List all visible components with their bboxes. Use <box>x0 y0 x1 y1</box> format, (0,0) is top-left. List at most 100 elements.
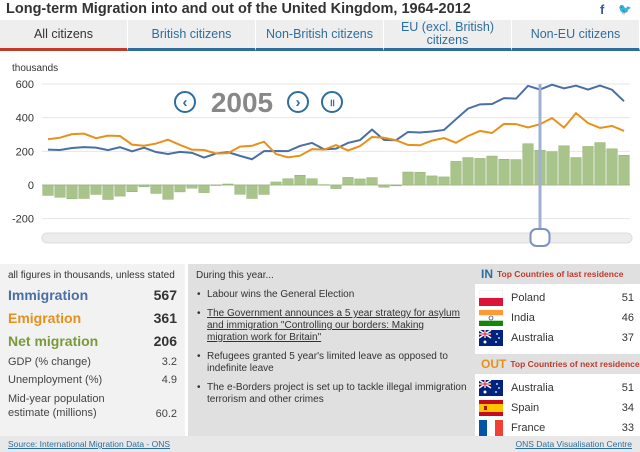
in-title: Top Countries of last residence <box>497 269 624 279</box>
net-migration-bar <box>222 183 234 186</box>
net-migration-bar <box>90 184 102 195</box>
country-row: France 33 <box>475 418 640 438</box>
details-panel: all figures in thousands, unless stated … <box>0 264 640 436</box>
events-panel: During this year... Labour wins the Gene… <box>188 264 475 436</box>
net-migration-bar <box>270 181 282 186</box>
net-migration-bar <box>522 143 534 186</box>
source-link[interactable]: Source: International Migration Data - O… <box>8 439 171 449</box>
stats-note: all figures in thousands, unless stated <box>8 270 175 281</box>
country-name: India <box>511 312 535 324</box>
net-migration-bar <box>510 159 522 186</box>
y-tick-label: -200 <box>12 214 34 226</box>
net-migration-bar <box>318 184 330 186</box>
event-item: Refugees granted 5 year's limited leave … <box>196 351 467 375</box>
net-migration-bar <box>354 178 366 186</box>
net-migration-bar <box>66 184 78 200</box>
twitter-icon[interactable]: 🐦 <box>618 4 632 16</box>
emigration-line <box>47 111 625 159</box>
y-axis-label: thousands <box>12 63 58 74</box>
spain-flag-icon <box>479 400 503 416</box>
tab-non-british-citizens[interactable]: Non-British citizens <box>256 20 384 51</box>
net-migration-bar <box>594 142 606 186</box>
net-migration-value: 206 <box>153 333 177 349</box>
net-migration-bar <box>246 184 258 199</box>
australia-flag-icon <box>479 330 503 346</box>
y-tick-label: 400 <box>16 113 34 125</box>
immigration-stat: Immigration 567 <box>8 287 177 310</box>
india-flag-icon <box>479 310 503 326</box>
event-text: The e-Borders project is set up to tackl… <box>207 382 467 405</box>
country-value: 51 <box>621 382 634 394</box>
net-migration-stat: Net migration 206 <box>8 333 177 356</box>
year-slider-handle[interactable] <box>529 228 551 247</box>
prev-year-button[interactable]: ‹ <box>174 91 196 113</box>
countries-panel: IN Top Countries of last residence Polan… <box>475 264 640 436</box>
credit-link[interactable]: ONS Data Visualisation Centre <box>515 439 632 449</box>
net-migration-bar <box>606 148 618 186</box>
net-migration-bar <box>390 184 402 187</box>
tab-all-citizens[interactable]: All citizens <box>0 20 128 51</box>
next-year-button[interactable]: › <box>287 91 309 113</box>
event-item-link[interactable]: The Government announces a 5 year strate… <box>196 308 467 344</box>
population-value: 60.2 <box>155 408 177 420</box>
event-link[interactable]: The Government announces a 5 year strate… <box>207 308 460 343</box>
country-row: India 46 <box>475 308 640 328</box>
header: Long-term Migration into and out of the … <box>0 0 640 20</box>
net-migration-bar <box>42 184 54 196</box>
net-migration-bar <box>54 184 66 198</box>
net-migration-bar <box>282 178 294 186</box>
country-name: Australia <box>511 382 554 394</box>
net-migration-bar <box>486 155 498 186</box>
net-migration-bar <box>498 158 510 186</box>
page-title: Long-term Migration into and out of the … <box>6 1 471 17</box>
net-migration-bar <box>474 158 486 186</box>
net-migration-bar <box>366 177 378 186</box>
net-migration-bar <box>294 174 306 186</box>
net-migration-bar <box>438 176 450 186</box>
country-row: Poland 51 <box>475 288 640 308</box>
net-migration-bar <box>378 184 390 188</box>
country-name: Poland <box>511 292 546 304</box>
event-text: Refugees granted 5 year's limited leave … <box>207 351 448 374</box>
net-migration-bar <box>558 145 570 186</box>
country-value: 33 <box>621 422 634 434</box>
net-migration-bar <box>462 157 474 186</box>
emigration-label: Emigration <box>8 310 82 326</box>
in-tag: IN <box>481 267 493 281</box>
stats-panel: all figures in thousands, unless stated … <box>0 264 188 436</box>
country-name: Australia <box>511 332 554 344</box>
net-migration-bar <box>426 175 438 186</box>
immigration-line <box>47 83 625 161</box>
net-migration-bar <box>198 184 210 193</box>
net-migration-bar <box>546 151 558 186</box>
tab-non-eu-citizens[interactable]: Non-EU citizens <box>512 20 640 51</box>
emigration-stat: Emigration 361 <box>8 310 177 333</box>
facebook-icon[interactable]: f <box>600 2 605 17</box>
net-migration-label: Net migration <box>8 333 99 349</box>
tab-british-citizens[interactable]: British citizens <box>128 20 256 51</box>
migration-chart: 600 400 200 0 -200 thousands ‹ 2005 › ॥ <box>0 54 640 262</box>
emigration-value: 361 <box>153 310 177 326</box>
net-migration-bar <box>306 178 318 186</box>
net-migration-bar <box>150 184 162 194</box>
gdp-stat: GDP (% change) 3.2 <box>8 356 177 374</box>
unemployment-label: Unemployment (%) <box>8 374 103 386</box>
country-row: Spain 34 <box>475 398 640 418</box>
country-value: 51 <box>621 292 634 304</box>
footer: Source: International Migration Data - O… <box>0 436 640 452</box>
timeline-track[interactable] <box>41 232 633 244</box>
net-migration-bar <box>234 184 246 195</box>
y-tick-label: 200 <box>16 146 34 158</box>
tab-eu-citizens[interactable]: EU (excl. British) citizens <box>384 20 512 51</box>
net-migration-bar <box>570 157 582 186</box>
country-name: France <box>511 422 546 434</box>
pause-button[interactable]: ॥ <box>321 91 343 113</box>
country-row: Australia 51 <box>475 378 640 398</box>
net-migration-bar <box>138 184 150 188</box>
population-label: Mid-year population estimate (millions) <box>8 393 105 419</box>
out-countries-header: OUT Top Countries of next residence <box>475 354 640 374</box>
out-title: Top Countries of next residence <box>510 359 640 369</box>
france-flag-icon <box>479 420 503 436</box>
net-migration-bar <box>114 184 126 197</box>
chevron-left-icon: ‹ <box>183 94 188 111</box>
